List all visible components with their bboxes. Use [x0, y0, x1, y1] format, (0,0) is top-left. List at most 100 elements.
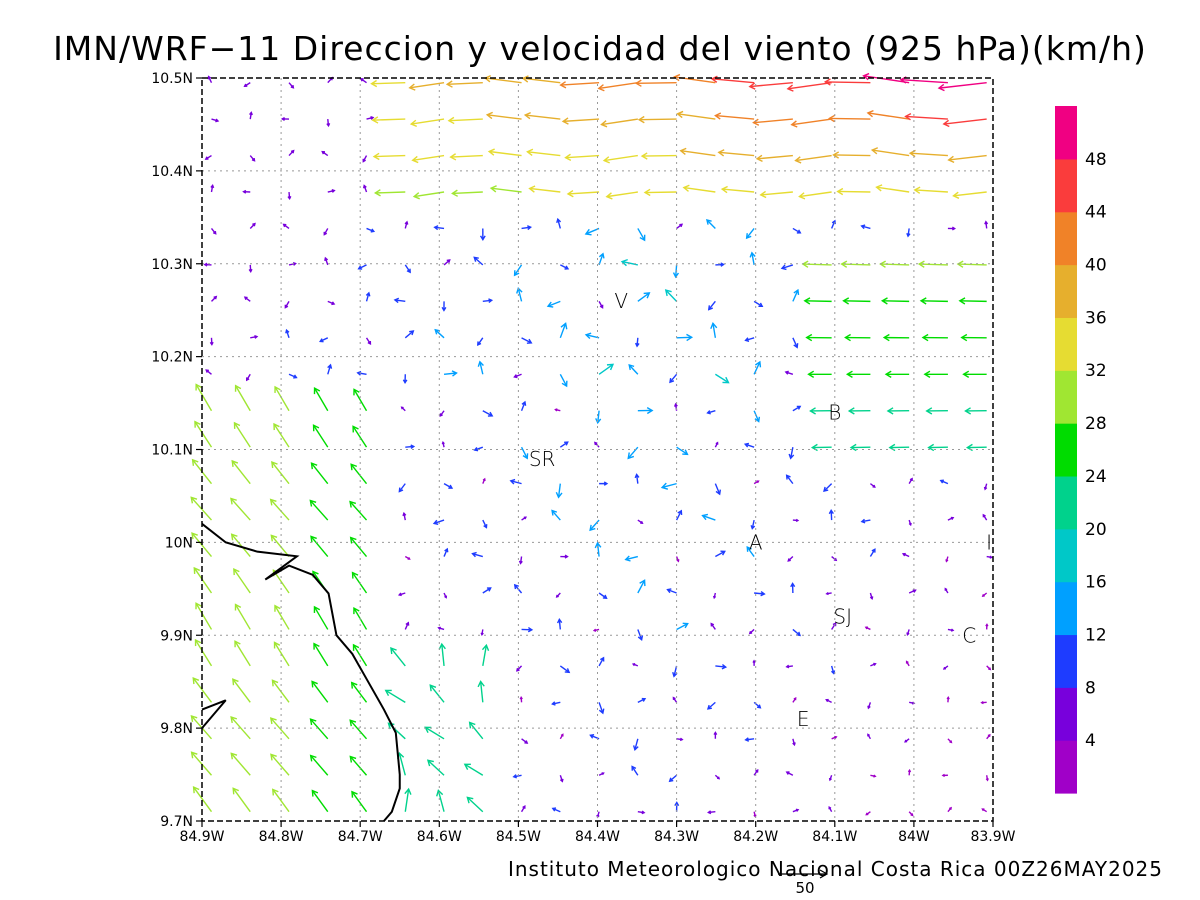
- wind-vector: [637, 228, 646, 242]
- wind-vector: [349, 755, 368, 776]
- wind-vector: [231, 459, 251, 485]
- y-axis-ticks: 9.7N 9.8N 9.9N 10N 10.1N 10.2N 10.3N 10.4N 10.5N: [151, 71, 202, 830]
- wind-vector: [398, 483, 406, 493]
- colorbar-segment: [1055, 475, 1077, 530]
- wind-vector: [637, 579, 646, 594]
- wind-vector: [429, 684, 445, 703]
- wind-vector: [712, 592, 717, 600]
- colorbar-segment: [1055, 211, 1077, 266]
- colorbar-label: 40: [1085, 256, 1107, 276]
- place-label: C: [962, 623, 976, 647]
- wind-vector: [349, 500, 368, 521]
- wind-vector: [600, 118, 638, 128]
- wind-vector: [249, 222, 256, 229]
- wind-vector: [780, 264, 794, 271]
- wind-vector: [792, 518, 800, 523]
- wind-vector: [204, 154, 212, 160]
- wind-vector: [710, 75, 755, 84]
- colorbar-segment: [1055, 423, 1077, 477]
- wind-vector: [598, 702, 605, 715]
- wind-vector: [482, 410, 494, 417]
- wind-vector: [365, 291, 371, 302]
- wind-vector: [477, 680, 485, 703]
- wind-vector: [479, 228, 486, 242]
- wind-vector: [195, 602, 213, 630]
- wind-vector: [713, 731, 718, 739]
- wind-vector: [754, 590, 766, 597]
- wind-vector: [559, 373, 568, 388]
- wind-vector: [750, 519, 756, 530]
- wind-vector: [451, 189, 483, 197]
- wind-vector: [884, 370, 910, 378]
- wind-vector: [986, 665, 992, 671]
- colorbar-label: 24: [1085, 467, 1107, 487]
- wind-vector: [627, 446, 639, 460]
- wind-vector: [637, 407, 654, 415]
- wind-vector: [830, 665, 836, 675]
- wind-vector: [556, 618, 563, 630]
- wind-vector: [288, 149, 295, 157]
- wind-vector: [366, 116, 375, 120]
- wind-vector: [980, 700, 987, 705]
- wind-vector: [242, 189, 251, 194]
- wind-vector: [230, 716, 251, 740]
- wind-vector: [471, 551, 483, 558]
- wind-vector: [706, 701, 716, 710]
- place-label: SJ: [833, 605, 852, 629]
- wind-vector: [370, 79, 406, 88]
- wind-vector: [589, 519, 600, 532]
- wind-vector: [523, 111, 561, 120]
- wind-vector: [631, 663, 639, 667]
- wind-vector: [908, 149, 948, 158]
- wind-vector: [371, 116, 406, 124]
- wind-vector: [449, 153, 483, 161]
- wind-vector: [909, 701, 916, 705]
- x-tick-label: 84.1W: [812, 829, 857, 845]
- wind-vector: [637, 629, 644, 641]
- wind-vector: [823, 483, 833, 493]
- wind-vector: [986, 555, 993, 559]
- wind-vector: [509, 478, 522, 485]
- wind-vector: [675, 556, 680, 563]
- x-tick-label: 84.3W: [654, 829, 699, 845]
- wind-vector: [309, 754, 329, 776]
- reference-vector: 50: [778, 869, 829, 897]
- wind-vector: [927, 443, 948, 452]
- wind-vector: [564, 153, 600, 162]
- wind-vector: [434, 328, 445, 339]
- wind-vector: [746, 546, 755, 557]
- place-label: I: [986, 530, 992, 554]
- wind-vector: [714, 774, 721, 780]
- colorbar-segment: [1055, 528, 1077, 583]
- wind-vector: [904, 738, 910, 743]
- wind-vector: [554, 408, 561, 412]
- wind-vector: [669, 373, 678, 384]
- wind-vector: [551, 807, 561, 813]
- wind-vector: [986, 733, 991, 740]
- wind-vector: [282, 223, 290, 230]
- wind-vector: [790, 118, 832, 128]
- wind-vector: [701, 513, 716, 521]
- coastline-island: [201, 699, 227, 729]
- wind-vector: [404, 264, 411, 274]
- wind-vector: [759, 190, 793, 199]
- wind-vector: [676, 737, 684, 742]
- wind-vector: [830, 219, 837, 229]
- wind-vector: [947, 628, 955, 632]
- wind-vector: [248, 264, 253, 273]
- wind-vector: [438, 642, 446, 666]
- wind-vector: [327, 300, 336, 306]
- wind-vector: [516, 287, 523, 302]
- wind-vector: [274, 385, 290, 412]
- wind-vector: [842, 297, 871, 305]
- wind-vector: [528, 185, 561, 193]
- wind-vector: [956, 260, 987, 268]
- wind-vector: [945, 556, 949, 563]
- wind-vector: [409, 118, 445, 127]
- wind-vector: [400, 406, 406, 412]
- wind-vector: [350, 681, 368, 703]
- wind-vector: [313, 642, 329, 667]
- wind-vector: [744, 337, 755, 342]
- wind-vector: [958, 297, 987, 305]
